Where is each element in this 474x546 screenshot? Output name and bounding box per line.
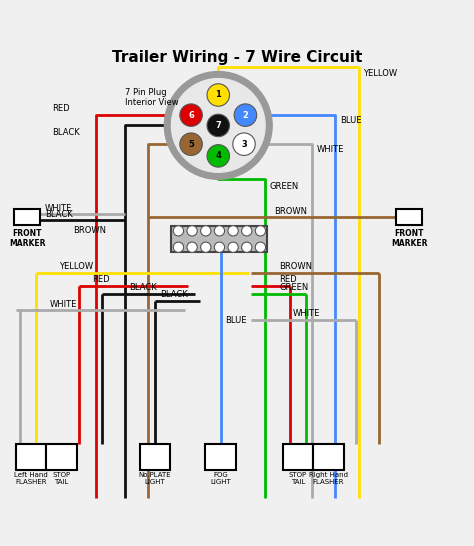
Circle shape (214, 242, 225, 252)
Bar (313, 444, 344, 470)
Text: No.PLATE
LIGHT: No.PLATE LIGHT (139, 472, 171, 485)
Text: 3: 3 (241, 140, 247, 149)
Text: Left Hand
FLASHER: Left Hand FLASHER (14, 472, 48, 485)
Bar (396, 209, 422, 225)
Circle shape (173, 225, 183, 236)
Circle shape (233, 133, 255, 156)
Circle shape (187, 242, 197, 252)
Circle shape (207, 84, 229, 106)
Bar (15, 209, 40, 225)
Text: BLACK: BLACK (160, 290, 187, 299)
Text: Right Hand
FLASHER: Right Hand FLASHER (309, 472, 348, 485)
Circle shape (201, 225, 211, 236)
Text: RED: RED (92, 275, 109, 284)
Bar (172, 226, 267, 252)
Text: FRONT
MARKER: FRONT MARKER (391, 229, 428, 248)
Text: BLACK: BLACK (45, 210, 73, 218)
Circle shape (201, 242, 211, 252)
Text: 4: 4 (215, 151, 221, 161)
Circle shape (234, 104, 257, 126)
Circle shape (180, 133, 202, 156)
Text: 7 Pin Plug
Interior View: 7 Pin Plug Interior View (125, 88, 178, 108)
Text: BLUE: BLUE (340, 116, 362, 125)
Circle shape (180, 104, 202, 126)
Circle shape (242, 242, 252, 252)
Text: 5: 5 (188, 140, 194, 149)
Text: YELLOW: YELLOW (364, 69, 398, 78)
Text: 6: 6 (188, 111, 194, 120)
Circle shape (164, 72, 272, 179)
Circle shape (228, 225, 238, 236)
Text: BROWN: BROWN (279, 262, 312, 271)
Bar (16, 444, 46, 470)
Circle shape (173, 242, 183, 252)
Text: RED: RED (279, 275, 297, 284)
Text: Trailer Wiring - 7 Wire Circuit: Trailer Wiring - 7 Wire Circuit (112, 50, 362, 66)
Text: RED: RED (52, 104, 70, 113)
Circle shape (172, 79, 265, 173)
Text: BROWN: BROWN (73, 226, 106, 235)
Circle shape (228, 242, 238, 252)
Text: BROWN: BROWN (274, 207, 308, 216)
Text: 1: 1 (215, 91, 221, 99)
Bar (140, 444, 170, 470)
Text: FOG
LIGHT: FOG LIGHT (210, 472, 231, 485)
Circle shape (242, 225, 252, 236)
Text: WHITE: WHITE (317, 145, 344, 154)
Text: GREEN: GREEN (279, 283, 309, 292)
Text: BLUE: BLUE (225, 316, 247, 324)
Text: BLACK: BLACK (129, 283, 157, 292)
Text: YELLOW: YELLOW (59, 262, 93, 271)
Text: WHITE: WHITE (45, 204, 73, 213)
Text: GREEN: GREEN (270, 182, 299, 191)
Bar (205, 444, 236, 470)
Circle shape (207, 114, 229, 136)
Text: 2: 2 (243, 111, 248, 120)
Text: STOP
TAIL: STOP TAIL (52, 472, 71, 485)
Text: 7: 7 (215, 121, 221, 130)
Text: STOP
TAIL: STOP TAIL (289, 472, 307, 485)
Text: WHITE: WHITE (50, 300, 77, 308)
Text: FRONT
MARKER: FRONT MARKER (9, 229, 46, 248)
Circle shape (214, 225, 225, 236)
Circle shape (255, 225, 265, 236)
Text: BLACK: BLACK (52, 128, 80, 137)
Circle shape (255, 242, 265, 252)
Circle shape (187, 225, 197, 236)
Text: WHITE: WHITE (293, 309, 320, 318)
Bar (283, 444, 313, 470)
Bar (46, 444, 77, 470)
Circle shape (207, 145, 229, 167)
